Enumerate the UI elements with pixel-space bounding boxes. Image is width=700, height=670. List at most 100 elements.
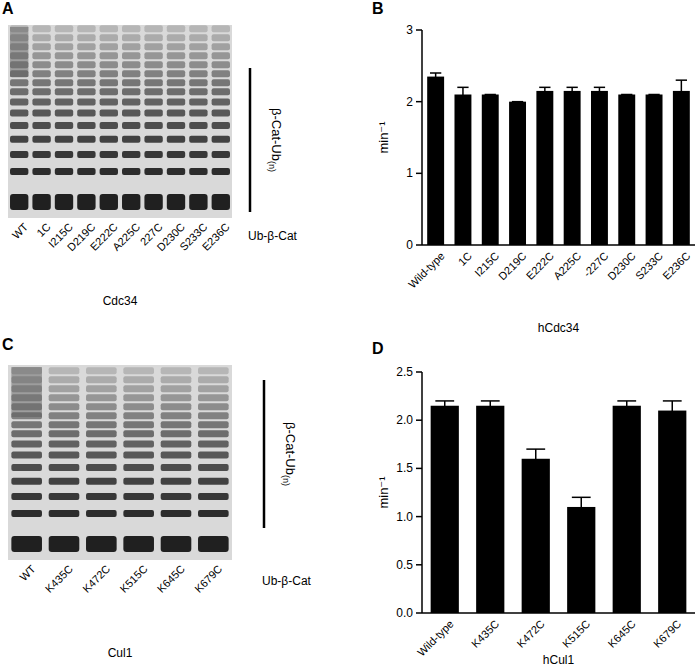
panel-label: D [372, 340, 384, 357]
gel-band [198, 385, 229, 392]
error-cap [594, 87, 605, 89]
error-cap [512, 101, 523, 103]
gel-band [167, 151, 185, 158]
y-tick [416, 468, 422, 470]
gel-band [161, 440, 192, 447]
gel-band [49, 394, 80, 401]
gel-band [49, 412, 80, 419]
gel-band [122, 61, 140, 68]
gel-band [77, 88, 95, 95]
bar [482, 95, 499, 246]
lane-label: A225C [110, 221, 142, 253]
gel-band [123, 478, 154, 485]
y-tick [416, 101, 422, 103]
ladder-label-subscript: (n) [267, 161, 277, 172]
gel-band [32, 70, 50, 77]
gel-band [123, 394, 154, 401]
gel-band [144, 151, 162, 158]
gel-band [11, 493, 42, 500]
gel-band [100, 88, 118, 95]
error-bar [435, 401, 454, 411]
gel-band [161, 385, 192, 392]
gel-band [123, 464, 154, 471]
error-bar [572, 497, 591, 516]
gel-band [167, 194, 185, 210]
error-stem [626, 401, 628, 411]
y-tick-label: 2.0 [396, 413, 413, 427]
gel-band [144, 61, 162, 68]
gel-band [100, 79, 118, 86]
y-tick [416, 516, 422, 518]
error-bar [481, 401, 500, 411]
gel-band [32, 52, 50, 59]
gel-band [55, 88, 73, 95]
gel-band [32, 151, 50, 158]
x-tick-label: Wild-type [415, 618, 456, 659]
gel-band [189, 79, 207, 86]
gel-band [55, 151, 73, 158]
gel-band [100, 43, 118, 50]
gel-background [8, 365, 232, 560]
gel-band [55, 168, 73, 175]
gel-band [161, 403, 192, 410]
ladder-label: β-Cat-Ub(n) [267, 108, 284, 172]
x-tick-label: K472C [515, 618, 547, 650]
gel-band [55, 194, 73, 210]
error-cap [621, 94, 632, 96]
gel-band [198, 367, 229, 374]
bar [431, 406, 459, 613]
substrate-label: Ub-β-Cat [262, 574, 312, 588]
gel-band [10, 122, 28, 129]
gel-background [8, 25, 232, 218]
gel-band [144, 34, 162, 41]
gel-band [189, 52, 207, 59]
lane-label: K645C [155, 563, 187, 595]
gel-band [100, 61, 118, 68]
gel-band [11, 430, 42, 437]
y-tick [416, 612, 422, 614]
ladder-label-main: β-Cat-Ub [283, 422, 298, 475]
bar [454, 95, 471, 246]
gel-band [49, 367, 80, 374]
gel-band [167, 61, 185, 68]
gel-band [86, 385, 117, 392]
gel-band [77, 70, 95, 77]
gel-band [77, 52, 95, 59]
gel-band [144, 194, 162, 210]
error-cap [676, 79, 687, 81]
gel-band [198, 464, 229, 471]
gel-band [189, 34, 207, 41]
error-stem [544, 87, 546, 94]
gel-band [161, 478, 192, 485]
panel-label: C [2, 336, 14, 353]
bar [613, 406, 641, 613]
gel-band [167, 43, 185, 50]
gel-band [189, 194, 207, 210]
gel-band [167, 88, 185, 95]
bar [536, 91, 553, 245]
error-stem [599, 87, 601, 94]
gel-band [32, 110, 50, 117]
error-stem [444, 401, 446, 411]
gel-band [189, 122, 207, 129]
gel-band [212, 88, 230, 95]
error-stem [571, 87, 573, 94]
gel-band [55, 98, 73, 105]
gel-band [86, 394, 117, 401]
gel-band [55, 122, 73, 129]
x-axis-label: hCdc34 [538, 321, 580, 335]
gel-band [189, 70, 207, 77]
gel-band [122, 98, 140, 105]
lane-label: K435C [43, 563, 75, 595]
gel-band [32, 194, 50, 210]
gel-band [167, 34, 185, 41]
gel-band [167, 122, 185, 129]
error-bar [539, 87, 550, 94]
gel-band [122, 34, 140, 41]
gel-band [212, 98, 230, 105]
gel-band [86, 510, 117, 517]
gel-band [167, 136, 185, 143]
gel-band [100, 194, 118, 210]
gel-band [189, 98, 207, 105]
gel-band [144, 52, 162, 59]
